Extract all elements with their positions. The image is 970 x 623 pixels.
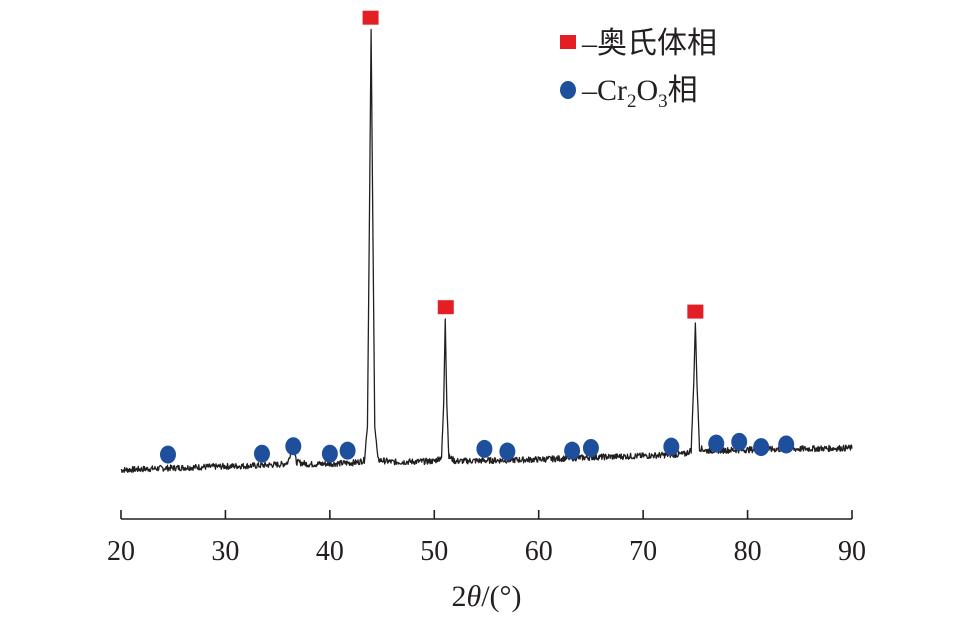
cr2o3-markers	[159, 432, 795, 464]
cr2o3-marker	[582, 439, 599, 457]
x-ticks: 20 30 40 50 60 70 80 90	[107, 510, 866, 567]
cr2o3-marker	[731, 432, 748, 451]
austenite-marker	[362, 10, 379, 25]
cr2o3-marker	[253, 444, 270, 463]
cr2o3-marker	[321, 444, 338, 463]
cr2o3-marker	[339, 441, 356, 460]
cr2o3-marker	[663, 437, 680, 456]
legend-austenite-label: –奥氏体相	[581, 27, 717, 60]
legend-austenite-marker	[560, 35, 576, 49]
cr2o3-marker	[753, 438, 770, 457]
austenite-marker	[437, 300, 454, 315]
cr2o3-marker	[476, 439, 493, 458]
x-axis: 20 30 40 50 60 70 80 90	[107, 510, 866, 567]
x-tick-label: 30	[211, 536, 239, 567]
x-tick-label: 20	[107, 536, 135, 567]
cr2o3-marker	[499, 442, 516, 461]
x-tick-label: 40	[316, 536, 344, 567]
x-axis-title: 2θ/(°)	[451, 580, 521, 613]
austenite-markers	[362, 10, 704, 319]
x-tick-label: 50	[420, 536, 448, 567]
x-tick-label: 60	[525, 536, 553, 567]
cr2o3-marker	[285, 437, 302, 456]
x-tick-label: 80	[734, 536, 762, 567]
cr2o3-marker	[778, 435, 795, 454]
legend: –奥氏体相 –Cr2O3相	[560, 27, 717, 112]
x-tick-label: 70	[629, 536, 657, 567]
cr2o3-marker	[564, 441, 581, 460]
cr2o3-marker	[708, 434, 725, 453]
x-tick-label: 90	[838, 536, 866, 567]
austenite-marker	[687, 304, 704, 319]
legend-cr2o3-label: –Cr2O3相	[581, 74, 698, 112]
cr2o3-marker	[159, 445, 176, 464]
xrd-pattern-line	[120, 28, 853, 474]
legend-cr2o3-marker	[560, 81, 576, 99]
